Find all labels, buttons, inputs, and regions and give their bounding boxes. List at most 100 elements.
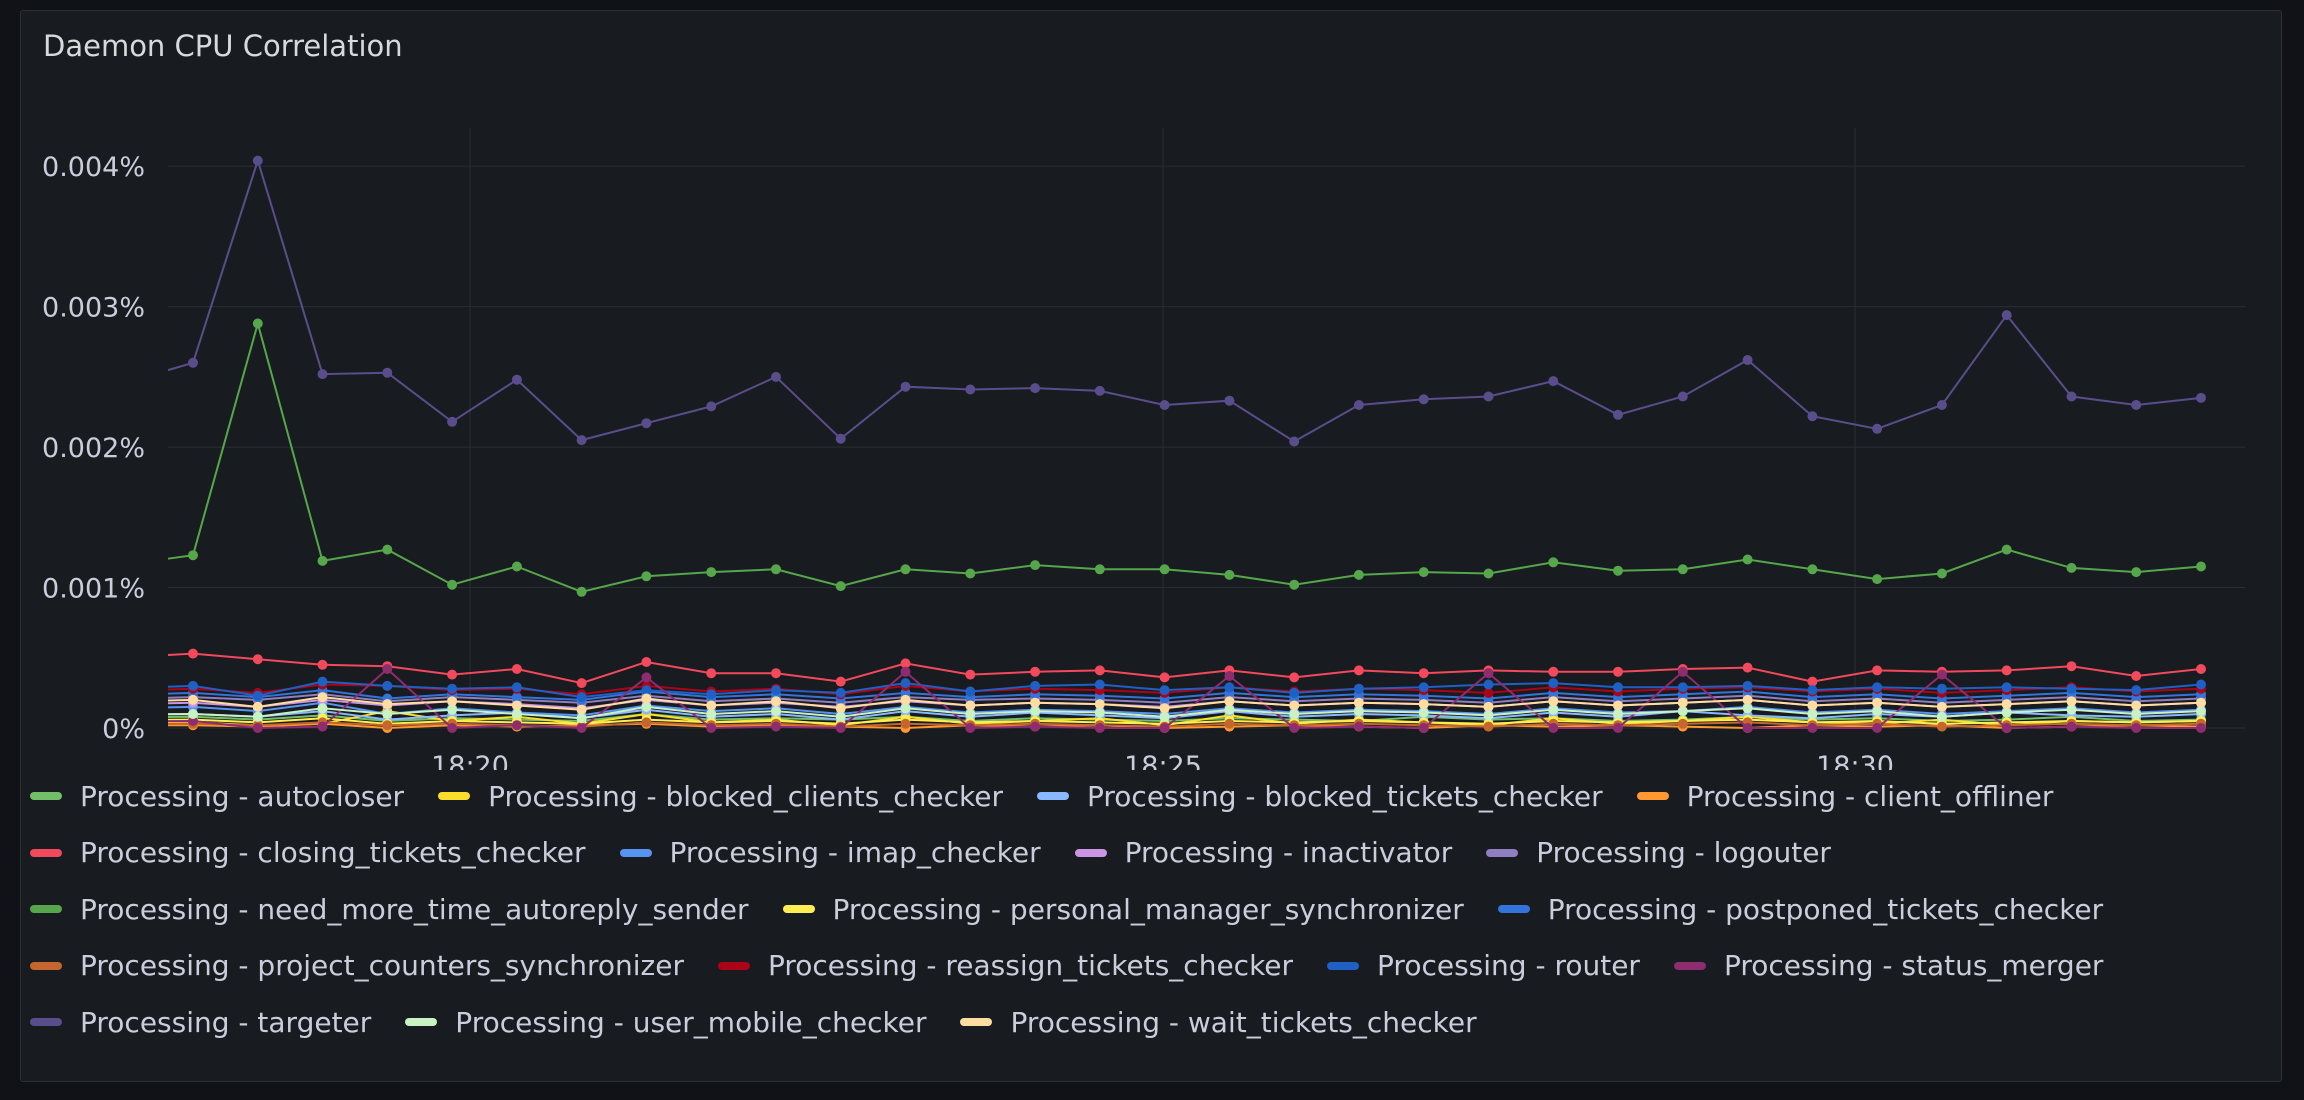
series-point xyxy=(771,685,781,696)
series-point xyxy=(382,367,393,378)
series-point xyxy=(2001,310,2012,321)
series-point xyxy=(1224,718,1235,729)
series-point xyxy=(641,657,652,667)
legend-swatch xyxy=(960,1018,993,1027)
series-point xyxy=(2196,392,2206,403)
series-point xyxy=(641,418,652,429)
series-point xyxy=(447,669,458,680)
series-point xyxy=(2196,706,2206,717)
series-point xyxy=(1807,564,1818,575)
series-point xyxy=(1418,682,1429,693)
series-point xyxy=(1483,701,1494,712)
series-point xyxy=(2001,682,2012,693)
legend-item[interactable]: Processing - logouter xyxy=(1476,825,1831,882)
series-point xyxy=(1353,706,1364,717)
series-point xyxy=(188,357,198,368)
series-point xyxy=(1677,697,1688,708)
series-point xyxy=(771,721,781,732)
series-point xyxy=(2131,567,2142,578)
series-point xyxy=(1677,564,1688,575)
series-point xyxy=(447,579,458,590)
series-point xyxy=(1872,706,1883,717)
series-point xyxy=(317,676,328,687)
series-point xyxy=(1159,703,1170,714)
series-point xyxy=(1548,704,1559,715)
legend-label: Processing - status_merger xyxy=(1723,949,2104,983)
series-point xyxy=(1677,391,1688,402)
legend-item[interactable]: Processing - inactivator xyxy=(1065,825,1452,882)
series-point xyxy=(1742,723,1753,733)
series-point xyxy=(900,381,911,392)
legend-label: Processing - imap_checker xyxy=(669,836,1041,870)
series-point xyxy=(511,664,522,674)
series-point xyxy=(900,658,911,669)
series-point xyxy=(1872,682,1883,693)
series-point xyxy=(576,678,587,689)
series-point xyxy=(1418,668,1429,679)
legend-item[interactable]: Processing - need_more_time_autoreply_se… xyxy=(20,881,749,938)
series-point xyxy=(771,706,781,717)
series-17 xyxy=(167,692,2206,715)
series-point xyxy=(2001,707,2012,718)
series-point xyxy=(2066,696,2077,707)
series-point xyxy=(576,704,587,715)
series-point xyxy=(1094,665,1105,676)
series-point xyxy=(188,716,198,726)
series-point xyxy=(1353,400,1364,410)
legend-item[interactable]: Processing - autocloser xyxy=(20,768,404,825)
series-14 xyxy=(167,664,2206,733)
series-point xyxy=(1548,696,1559,707)
series-point xyxy=(2066,661,2077,672)
series-point xyxy=(2131,671,2142,681)
legend-item[interactable]: Processing - client_offliner xyxy=(1627,768,2053,825)
series-point xyxy=(1289,436,1300,447)
legend-item[interactable]: Processing - user_mobile_checker xyxy=(395,994,926,1051)
legend-item[interactable]: Processing - personal_manager_synchroniz… xyxy=(773,881,1464,938)
series-point xyxy=(1159,672,1170,683)
legend-item[interactable]: Processing - router xyxy=(1317,938,1640,995)
series-point xyxy=(1936,701,1947,712)
series-point xyxy=(1742,680,1753,691)
series-point xyxy=(1094,707,1105,718)
series-point xyxy=(706,668,717,679)
y-tick-label: 0.001% xyxy=(42,574,145,605)
series-point xyxy=(317,369,328,380)
series-point xyxy=(1872,665,1883,676)
legend-item[interactable]: Processing - targeter xyxy=(20,994,371,1051)
legend-item[interactable]: Processing - blocked_tickets_checker xyxy=(1027,768,1603,825)
legend-label: Processing - closing_tickets_checker xyxy=(80,836,586,870)
series-point xyxy=(1613,565,1623,576)
series-point xyxy=(252,690,263,701)
series-point xyxy=(1289,579,1300,590)
legend-item[interactable]: Processing - closing_tickets_checker xyxy=(20,825,586,882)
series-point xyxy=(1159,711,1170,722)
series-point xyxy=(1483,568,1494,579)
series-point xyxy=(1094,679,1105,690)
series-point xyxy=(1613,709,1623,719)
legend-item[interactable]: Processing - reassign_tickets_checker xyxy=(708,938,1293,995)
legend-swatch xyxy=(405,1018,438,1027)
series-point xyxy=(1936,721,1947,732)
series-point xyxy=(641,701,652,712)
series-point xyxy=(1613,682,1623,693)
series-point xyxy=(2196,723,2206,733)
series-point xyxy=(2001,544,2012,555)
series-point xyxy=(1742,703,1753,714)
legend-item[interactable]: Processing - status_merger xyxy=(1664,938,2104,995)
series-point xyxy=(188,648,198,659)
series-point xyxy=(2001,699,2012,710)
y-tick-label: 0.003% xyxy=(42,293,145,324)
series-point xyxy=(1418,567,1429,578)
legend-swatch xyxy=(30,792,62,801)
legend-swatch xyxy=(782,905,815,914)
legend-item[interactable]: Processing - wait_tickets_checker xyxy=(950,994,1477,1051)
series-point xyxy=(1483,687,1494,698)
legend-item[interactable]: Processing - imap_checker xyxy=(610,825,1041,882)
series-point xyxy=(1742,554,1753,565)
series-point xyxy=(2196,697,2206,708)
series-point xyxy=(1936,669,1947,680)
legend-item[interactable]: Processing - postponed_tickets_checker xyxy=(1488,881,2103,938)
series-point xyxy=(317,703,328,714)
legend-item[interactable]: Processing - project_counters_synchroniz… xyxy=(20,938,684,995)
legend-item[interactable]: Processing - blocked_clients_checker xyxy=(428,768,1003,825)
